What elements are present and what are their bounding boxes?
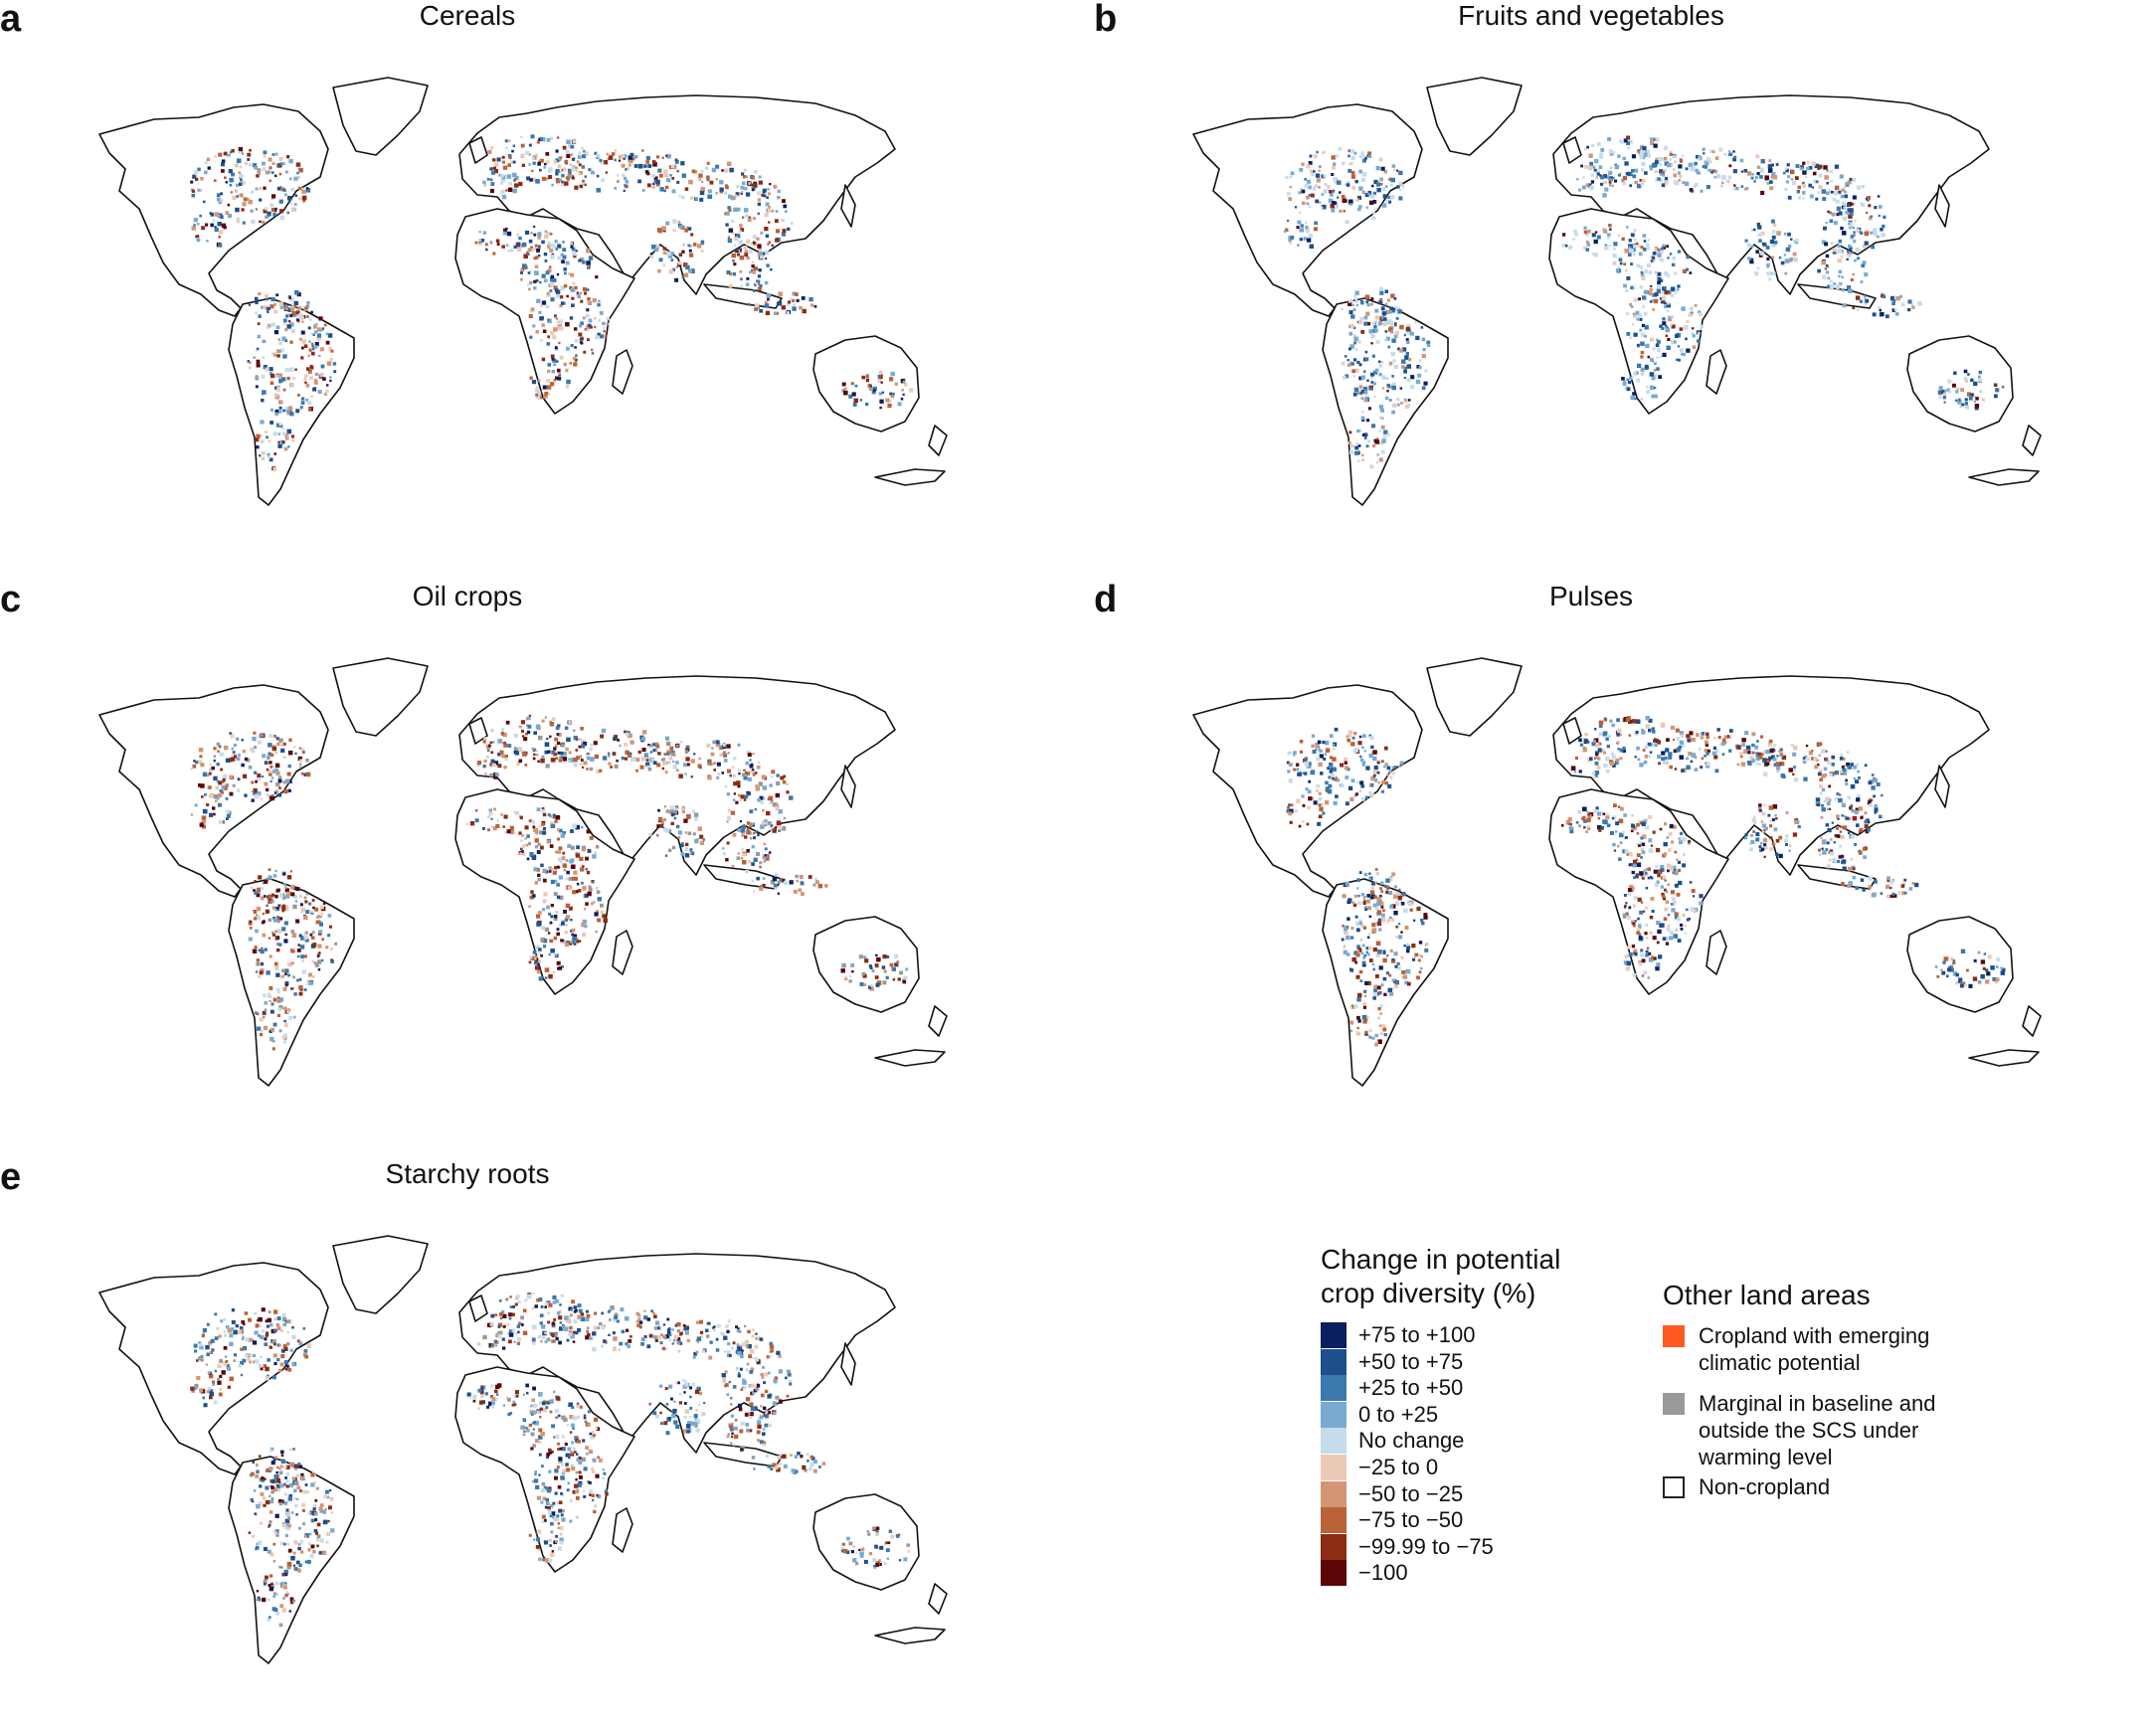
legend-label: 0 to +25 <box>1358 1402 1438 1428</box>
legend-label: +50 to +75 <box>1358 1349 1463 1375</box>
legend-swatch <box>1321 1375 1347 1401</box>
continent-antarcticaStrip <box>875 1628 945 1643</box>
other-legend-item: Non-cropland <box>1663 1473 1830 1500</box>
legend-item: −99.99 to −75 <box>1321 1534 1494 1560</box>
panel-title: Pulses <box>1064 583 2118 610</box>
panel-a: a Cereals <box>0 0 1054 567</box>
continent-australia <box>813 1494 919 1590</box>
legend-item: −25 to 0 <box>1321 1455 1438 1480</box>
world-map <box>1154 640 2108 1098</box>
continent-southAmerica <box>1323 298 1448 505</box>
legend-label: −25 to 0 <box>1358 1455 1438 1480</box>
legend-swatch <box>1321 1402 1347 1428</box>
continent-greenland <box>1427 78 1522 155</box>
world-map <box>1154 60 2108 517</box>
legend-swatch <box>1321 1322 1347 1348</box>
continent-greenland <box>333 1236 428 1313</box>
continent-southAmerica <box>229 879 354 1086</box>
continent-greenland <box>333 658 428 736</box>
legend-item: No change <box>1321 1428 1464 1454</box>
continent-madagascar <box>613 931 632 974</box>
legend-swatch <box>1663 1393 1685 1415</box>
continent-northAmerica <box>99 1263 328 1474</box>
continent-northAmerica <box>99 685 328 897</box>
legend-label: +25 to +50 <box>1358 1375 1463 1401</box>
panel-c: c Oil crops <box>0 581 1054 1147</box>
world-map <box>60 60 1014 517</box>
continent-northAmerica <box>1193 104 1422 316</box>
continent-antarcticaStrip <box>1969 1050 2039 1066</box>
continent-greenland <box>1427 658 1522 736</box>
continent-nz <box>929 426 947 455</box>
panel-title: Oil crops <box>0 583 994 610</box>
legend-swatch <box>1321 1428 1347 1454</box>
legend-item: +75 to +100 <box>1321 1322 1475 1348</box>
continent-antarcticaStrip <box>875 469 945 485</box>
legend-label: −100 <box>1358 1560 1408 1586</box>
legend-title: Change in potential <box>1321 1243 1619 1277</box>
legend-swatch <box>1663 1325 1685 1347</box>
continent-australia <box>813 336 919 431</box>
panel-e: e Starchy roots <box>0 1158 1054 1725</box>
continent-madagascar <box>613 350 632 394</box>
legend-item: 0 to +25 <box>1321 1402 1438 1428</box>
legend-swatch <box>1321 1481 1347 1507</box>
legend-label: No change <box>1358 1428 1464 1454</box>
panel-d: d Pulses <box>1094 581 2148 1147</box>
continent-antarcticaStrip <box>875 1050 945 1066</box>
legend-swatch <box>1321 1560 1347 1586</box>
continent-madagascar <box>1707 931 1726 974</box>
continent-southAmerica <box>1323 879 1448 1086</box>
legend-item: +50 to +75 <box>1321 1349 1463 1375</box>
legend-item: +25 to +50 <box>1321 1375 1463 1401</box>
land-outline <box>1193 658 2041 1086</box>
legend-item: −50 to −25 <box>1321 1481 1463 1507</box>
land-outline <box>1193 78 2041 505</box>
land-outline <box>99 1236 947 1663</box>
legend-title: crop diversity (%) <box>1321 1277 1619 1310</box>
continent-nz <box>929 1006 947 1036</box>
continent-nz <box>2023 1006 2041 1036</box>
legend-swatch <box>1321 1349 1347 1375</box>
legend-label: −50 to −25 <box>1358 1481 1463 1507</box>
continent-australia <box>813 917 919 1012</box>
legend-swatch <box>1321 1455 1347 1480</box>
continent-antarcticaStrip <box>1969 469 2039 485</box>
diversity-legend: Change in potential crop diversity (%) +… <box>1321 1243 1619 1601</box>
continent-madagascar <box>1707 350 1726 394</box>
legend-label: +75 to +100 <box>1358 1322 1475 1348</box>
continent-indonesia <box>704 865 782 889</box>
continent-greenland <box>333 78 428 155</box>
legend-label: Non-cropland <box>1699 1473 1830 1500</box>
legend-label: −99.99 to −75 <box>1358 1534 1494 1560</box>
legend-item: −75 to −50 <box>1321 1507 1463 1533</box>
legend-swatch <box>1663 1476 1685 1498</box>
land-outline <box>99 78 947 505</box>
continent-indonesia <box>1798 865 1876 889</box>
panel-b: b Fruits and vegetables <box>1094 0 2148 567</box>
world-map <box>60 640 1014 1098</box>
world-map <box>60 1218 1014 1675</box>
other-legend-title: Other land areas <box>1663 1279 1991 1312</box>
continent-australia <box>1907 917 2013 1012</box>
legend-item: −100 <box>1321 1560 1408 1586</box>
continent-nz <box>2023 426 2041 455</box>
legend-swatch <box>1321 1534 1347 1560</box>
continent-nz <box>929 1584 947 1614</box>
panel-title: Cereals <box>0 2 994 30</box>
continent-madagascar <box>613 1508 632 1552</box>
panel-title: Fruits and vegetables <box>1064 2 2118 30</box>
legend-label: −75 to −50 <box>1358 1507 1463 1533</box>
panel-title: Starchy roots <box>0 1160 994 1188</box>
legend-swatch <box>1321 1507 1347 1533</box>
